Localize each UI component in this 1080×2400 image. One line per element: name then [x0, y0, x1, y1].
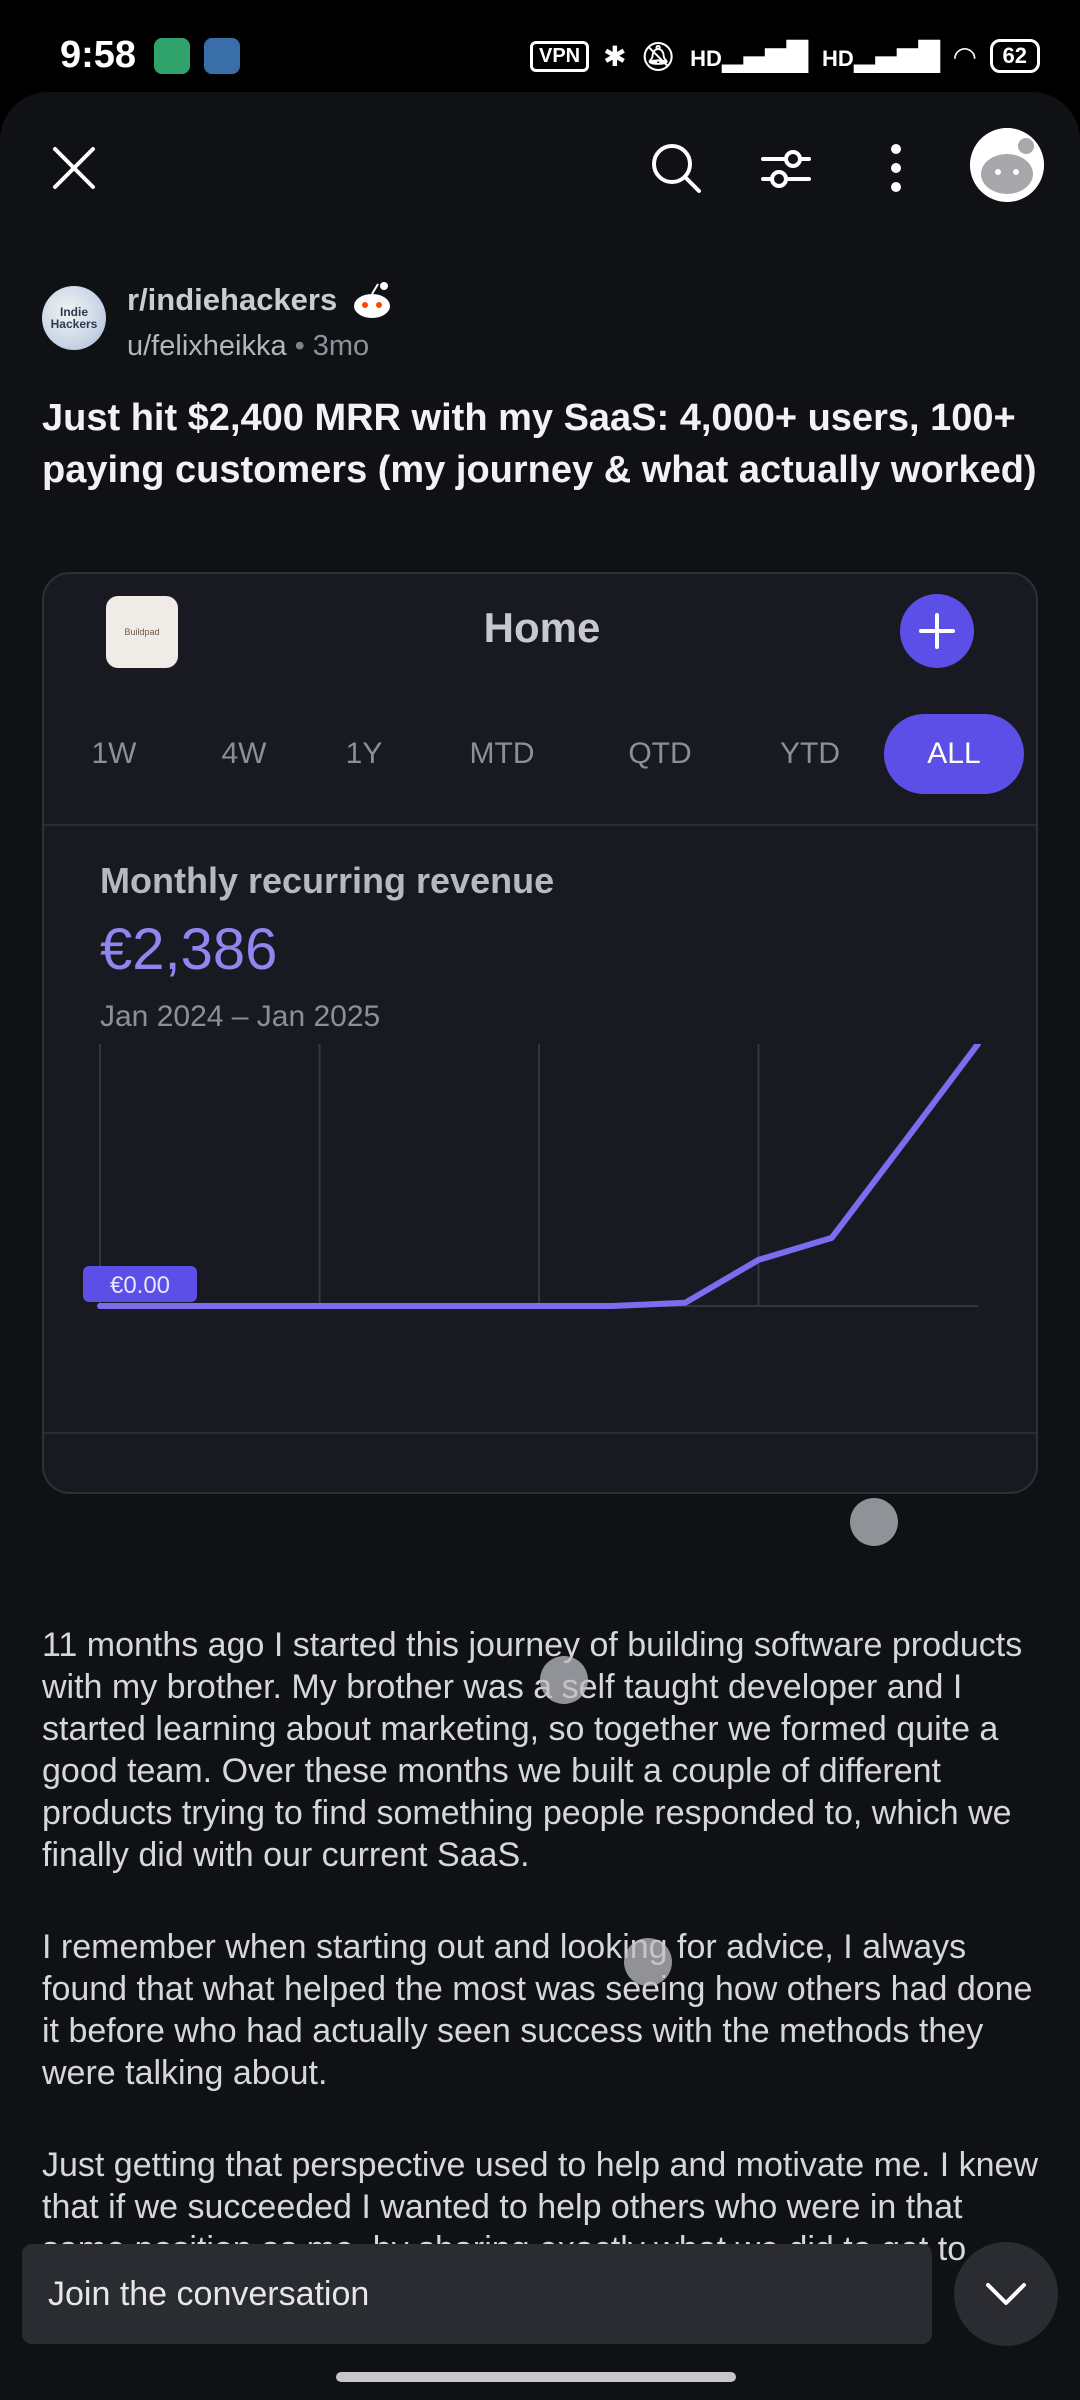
status-time: 9:58 [60, 34, 137, 76]
touch-indicator [540, 1656, 588, 1704]
add-button [900, 594, 974, 668]
vpn-icon: VPN [529, 40, 590, 72]
metric-value: €2,386 [100, 917, 278, 982]
home-indicator[interactable] [336, 2372, 736, 2382]
post-paragraph: I remember when starting out and looking… [42, 1928, 1033, 2092]
range-tab-mtd: MTD [469, 737, 535, 770]
post-title: Just hit $2,400 MRR with my SaaS: 4,000+… [42, 397, 1037, 491]
filter-button[interactable] [750, 132, 822, 204]
profile-avatar[interactable] [970, 128, 1044, 202]
range-tabs: 1W 4W 1Y MTD QTD YTD ALL [44, 714, 1036, 798]
post-paragraph: 11 months ago I started this journey of … [42, 1626, 1023, 1874]
app-notification-icon [154, 38, 190, 74]
close-button[interactable] [38, 132, 110, 204]
svg-text:€0.00: €0.00 [110, 1272, 170, 1299]
author-name[interactable]: u/felixheikka [127, 330, 287, 362]
subreddit-icon[interactable]: Indie Hackers [42, 286, 106, 350]
start-value-label: €0.00 [83, 1266, 197, 1302]
post-age: 3mo [312, 330, 370, 362]
range-tab-1w: 1W [91, 737, 137, 770]
comment-input[interactable]: Join the conversation [22, 2244, 932, 2344]
post-image[interactable]: Buildpad Home 1W 4W 1Y MTD QTD YTD ALL Monthly… [42, 572, 1038, 1494]
snoo-avatar-icon [970, 128, 1044, 202]
status-icons: VPN ✱ 🔕︎ HD▂▄▆█ HD▂▄▆█ ◠ 62 [529, 36, 1040, 76]
divider [44, 1432, 1036, 1434]
search-button[interactable] [640, 132, 712, 204]
app-notification-icon-2 [204, 38, 240, 74]
post-toolbar [0, 92, 1080, 242]
snoo-icon [354, 282, 390, 318]
metric-label: Monthly recurring revenue [100, 860, 555, 901]
range-tab-all: ALL [884, 714, 1024, 794]
range-tab-ytd: YTD [780, 737, 840, 770]
plus-icon [919, 613, 955, 649]
app-logo: Buildpad [106, 596, 178, 668]
signal-icon-2: HD▂▄▆█ [822, 39, 940, 73]
post-meta: u/felixheikka • 3mo [127, 330, 369, 363]
bluetooth-icon: ✱ [603, 39, 627, 73]
more-options-button[interactable] [860, 132, 932, 204]
wifi-icon: ◠ [953, 39, 976, 73]
touch-indicator [850, 1498, 898, 1546]
search-icon [652, 144, 701, 193]
post-header: Indie Hackers r/indiehackers u/felixheik… [42, 280, 1042, 370]
mrr-line-chart: €0.00€2,386 [83, 1044, 981, 1309]
close-icon [53, 147, 95, 189]
meta-separator: • [294, 330, 305, 362]
dashboard-title: Home [483, 604, 601, 651]
chevron-down-icon [986, 2283, 1026, 2305]
subreddit-name[interactable]: r/indiehackers [127, 282, 338, 317]
collapse-button[interactable] [954, 2242, 1058, 2346]
mute-icon: 🔕︎ [640, 39, 677, 73]
range-tab-1y: 1Y [345, 737, 383, 770]
range-tab-4w: 4W [221, 737, 267, 770]
more-vertical-icon [891, 144, 901, 192]
post-sheet: Indie Hackers r/indiehackers u/felixheik… [0, 92, 1080, 2400]
divider [44, 824, 1036, 826]
metric-date-range: Jan 2024 – Jan 2025 [100, 1000, 381, 1033]
signal-icon: HD▂▄▆█ [690, 39, 809, 73]
status-bar: 9:58 VPN ✱ 🔕︎ HD▂▄▆█ HD▂▄▆█ ◠ 62 [0, 0, 1080, 92]
filter-icon [761, 150, 811, 188]
battery-icon: 62 [989, 39, 1040, 73]
range-tab-qtd: QTD [628, 737, 692, 770]
touch-indicator [624, 1938, 672, 1986]
